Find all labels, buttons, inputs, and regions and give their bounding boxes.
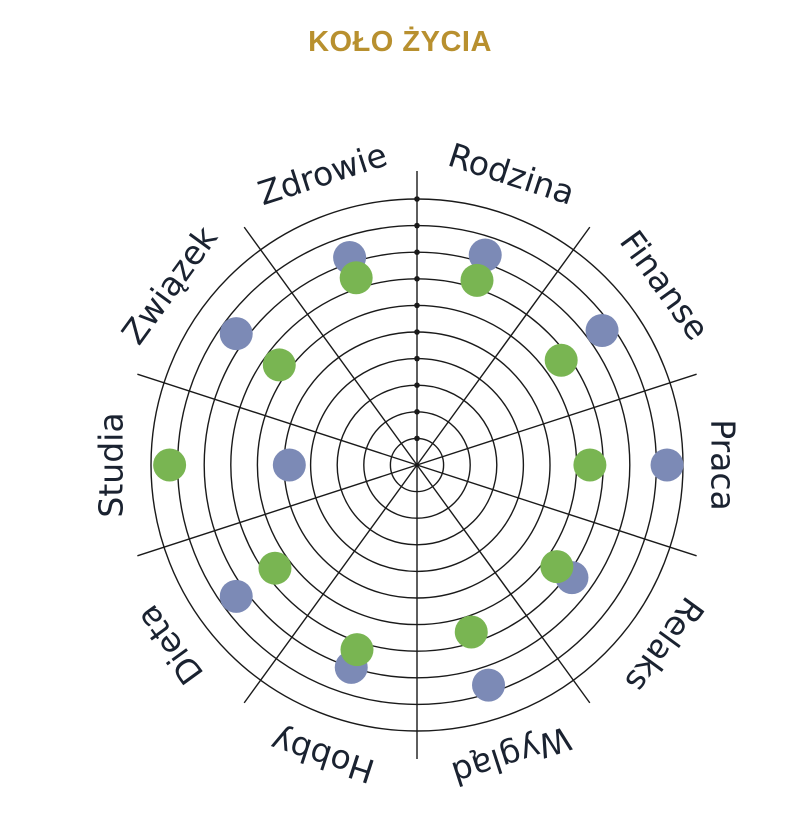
chart-points <box>153 238 684 702</box>
point-blue-finanse <box>585 314 619 348</box>
category-label: Dieta <box>128 598 211 692</box>
category-label: Wygląd <box>447 718 576 793</box>
point-green-studia <box>153 448 187 482</box>
spoke-7 <box>243 464 418 704</box>
category-label: Praca <box>704 419 743 510</box>
point-blue-studia <box>272 448 306 482</box>
tick-dot-9 <box>414 222 420 229</box>
point-green-związek <box>262 348 296 382</box>
tick-dot-4 <box>414 355 420 362</box>
point-blue-praca <box>650 448 684 482</box>
point-green-finanse <box>544 343 578 377</box>
point-green-praca <box>573 448 607 482</box>
point-green-relaks <box>540 550 574 584</box>
category-label: Zdrowie <box>253 135 392 213</box>
point-green-dieta <box>258 551 292 585</box>
tick-dot-2 <box>414 409 420 415</box>
chart-spokes <box>137 171 697 759</box>
page-title: KOŁO ŻYCIA <box>308 26 492 58</box>
point-green-rodzina <box>460 263 494 297</box>
spoke-10 <box>243 226 418 466</box>
tick-dot-8 <box>414 249 420 255</box>
point-green-wygląd <box>454 615 488 649</box>
category-label: Związek <box>114 218 226 351</box>
category-label: Hobby <box>266 721 379 791</box>
category-label: Relaks <box>617 590 712 700</box>
tick-dot-7 <box>414 276 420 282</box>
point-green-zdrowie <box>339 261 373 295</box>
point-green-hobby <box>340 633 374 667</box>
spoke-8 <box>137 464 418 557</box>
point-blue-wygląd <box>472 668 506 702</box>
tick-dot-1 <box>414 435 420 442</box>
spoke-4 <box>416 464 697 557</box>
category-label: Studia <box>92 412 131 517</box>
spoke-5 <box>416 464 591 704</box>
tick-dot-5 <box>414 329 420 335</box>
spoke-9 <box>137 373 418 466</box>
chart-ticks <box>414 196 420 442</box>
point-blue-związek <box>219 317 253 351</box>
point-blue-rodzina <box>468 238 502 272</box>
category-label: Finanse <box>612 223 717 347</box>
spoke-3 <box>416 373 697 466</box>
spoke-2 <box>416 226 591 466</box>
point-blue-dieta <box>219 579 253 613</box>
category-label: Rodzina <box>444 135 580 212</box>
tick-dot-6 <box>414 302 420 309</box>
tick-dot-10 <box>414 196 420 202</box>
tick-dot-3 <box>414 382 420 389</box>
